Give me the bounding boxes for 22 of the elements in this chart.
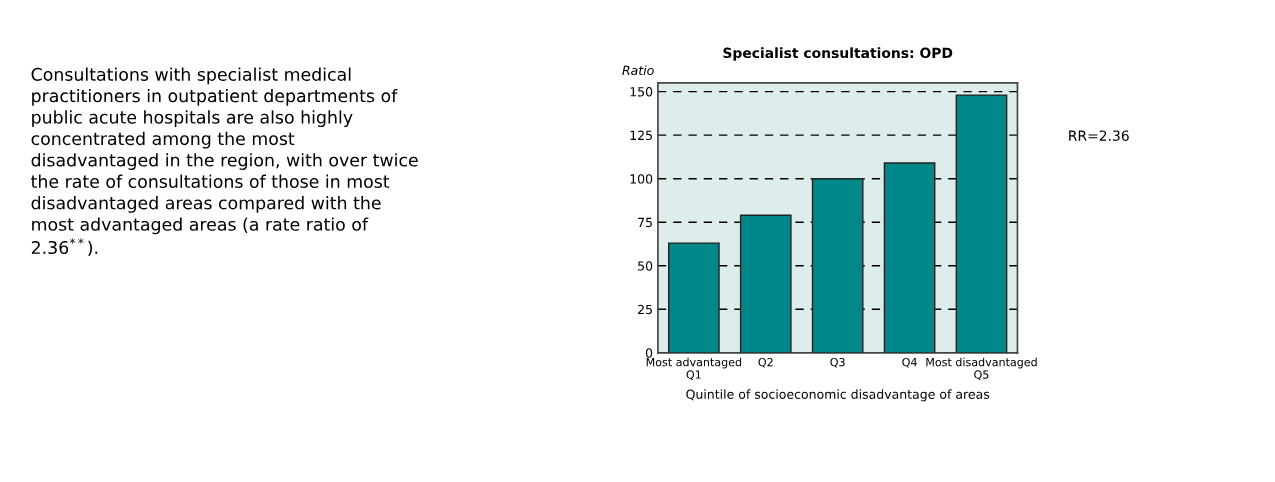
text: Consultations with specialist medical practitioners in outpatient departments of public acute hospitals are also highly concentrated among the most disadvantaged in the region, with over twice the rate of consultations of those in most disadvantaged areas compared with the most advantaged areas (a rate ratio of 2.36$^{**}$). xyxy=(31,67,418,257)
y-tick-label: 75 xyxy=(638,217,652,228)
bar xyxy=(955,94,1008,353)
y-tick-label: 25 xyxy=(638,304,652,315)
text: RR=2.36 xyxy=(1069,130,1129,141)
bar xyxy=(811,177,864,353)
x-tick-label: Q3 xyxy=(830,357,845,368)
chart-title: Specialist consultations: OPD xyxy=(723,47,953,61)
bar xyxy=(739,214,792,353)
x-axis-title: Quintile of socioeconomic disadvantage of areas xyxy=(686,389,990,402)
y-tick-label: 125 xyxy=(630,130,652,141)
bar xyxy=(667,242,720,353)
x-tick-label: Q2 xyxy=(758,357,773,368)
y-axis-title: Ratio xyxy=(622,65,654,76)
y-tick-label: 100 xyxy=(630,174,653,184)
bar xyxy=(883,162,936,353)
y-tick-label: 150 xyxy=(630,87,653,97)
x-tick-label: Most advantaged Q1 xyxy=(646,357,742,380)
y-tick-label: 0 xyxy=(645,348,653,358)
y-tick-label: 50 xyxy=(638,261,653,271)
x-tick-label: Most disadvantaged Q5 xyxy=(926,357,1037,380)
x-tick-label: Q4 xyxy=(902,357,917,368)
